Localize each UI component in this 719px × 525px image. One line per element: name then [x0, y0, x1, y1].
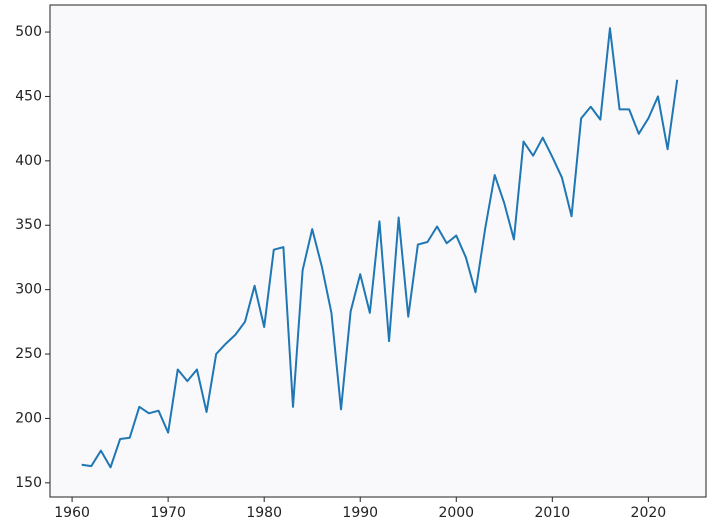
x-tick-label: 2020 — [631, 505, 667, 521]
y-tick-label: 400 — [15, 153, 42, 169]
x-tick-label: 1990 — [342, 505, 378, 521]
y-tick-label: 350 — [15, 217, 42, 233]
y-tick-label: 250 — [15, 346, 42, 362]
x-tick-label: 2010 — [535, 505, 571, 521]
x-tick-label: 1970 — [150, 505, 186, 521]
y-tick-label: 150 — [15, 475, 42, 491]
y-tick-label: 300 — [15, 282, 42, 298]
y-tick-label: 500 — [15, 24, 42, 40]
x-tick-label: 1960 — [54, 505, 90, 521]
y-tick-label: 200 — [15, 410, 42, 426]
y-tick-label: 450 — [15, 88, 42, 104]
line-series — [81, 27, 679, 469]
x-tick-label: 2000 — [438, 505, 474, 521]
plot-frame — [49, 4, 707, 498]
x-tick-label: 1980 — [246, 505, 282, 521]
